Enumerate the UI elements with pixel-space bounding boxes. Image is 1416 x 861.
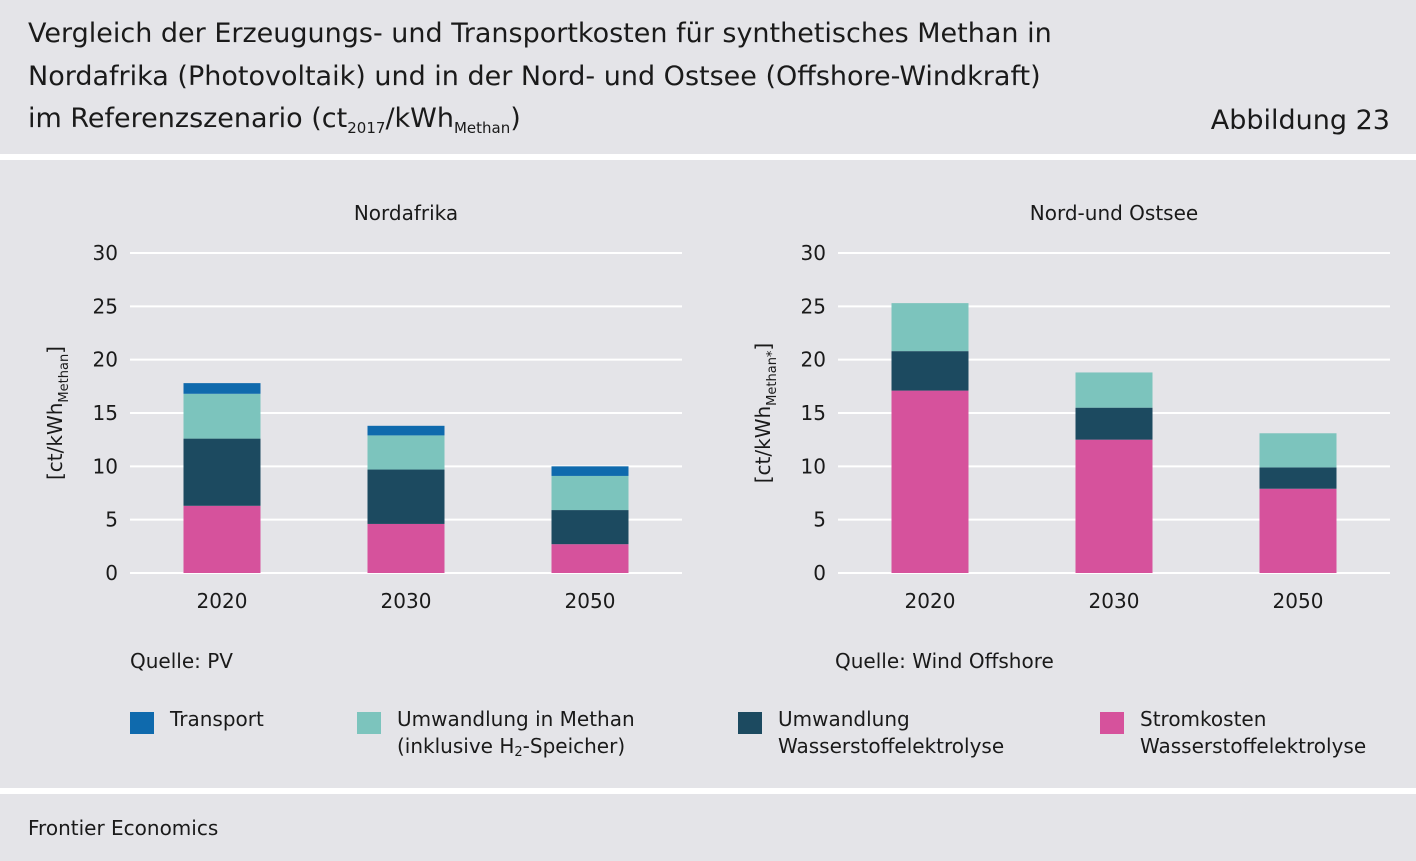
- x-tick-label: 2020: [197, 589, 248, 613]
- chart-nordafrika: Nordafrika 0 5 10 15 20 25 30 [ct/kWhMethan] 2020…: [43, 201, 682, 613]
- y-tick-label: 5: [813, 508, 826, 532]
- bar-segment-1-2-2: [1259, 433, 1337, 468]
- legend-swatch-elektrolyse: [738, 712, 762, 734]
- bar-segment-1-0-1: [891, 351, 969, 391]
- chart-title: Nord-und Ostsee: [1030, 201, 1198, 225]
- bar-segment-1-1-1: [1075, 407, 1153, 440]
- y-tick-label: 15: [801, 401, 826, 425]
- bar-segment-1-0-0: [891, 390, 969, 573]
- footer-panel: Frontier Economics: [0, 794, 1416, 861]
- bar-segment-1-1-0: [1075, 439, 1153, 573]
- chart-nord-ostsee: Nord-und Ostsee 0 5 10 15 20 25 30 [ct/kWhMethan…: [751, 201, 1390, 613]
- y-tick-label: 30: [801, 241, 826, 265]
- title-line-1: Vergleich der Erzeugungs- und Transportk…: [28, 18, 1052, 49]
- legend-label-methan: Umwandlung in Methan (inklusive H2-Speich…: [397, 707, 635, 760]
- y-axis-label: [ct/kWhMethan*]: [751, 343, 780, 484]
- y-axis-label: [ct/kWhMethan]: [43, 346, 72, 480]
- y-tick-label: 20: [801, 348, 826, 372]
- y-tick-label: 25: [93, 294, 118, 318]
- title-line-3: im Referenzszenario (ct2017/kWhMethan): [28, 103, 521, 137]
- footer-source: Frontier Economics: [28, 816, 219, 840]
- legend-label-strom: Stromkosten Wasserstoffelektrolyse: [1140, 707, 1367, 758]
- bar-segment-0-2-2: [551, 475, 629, 511]
- bar-segment-0-2-0: [551, 544, 629, 573]
- bar-segment-0-1-2: [367, 435, 445, 470]
- source-right: Quelle: Wind Offshore: [835, 649, 1054, 673]
- legend-label-elektrolyse: Umwandlung Wasserstoffelektrolyse: [778, 707, 1005, 758]
- bar-segment-0-1-0: [367, 523, 445, 573]
- header-panel: Vergleich der Erzeugungs- und Transportk…: [0, 0, 1416, 154]
- legend-swatch-transport: [130, 712, 154, 734]
- bar-segment-0-1-1: [367, 469, 445, 524]
- source-left: Quelle: PV: [130, 649, 233, 673]
- bar-segment-0-0-1: [183, 438, 261, 506]
- figure-label: Abbildung 23: [1210, 105, 1390, 136]
- bar-segment-1-2-0: [1259, 488, 1337, 573]
- bar-segment-0-0-0: [183, 505, 261, 573]
- x-tick-label: 2030: [1089, 589, 1140, 613]
- bar-segment-0-2-3: [551, 466, 629, 476]
- y-tick-label: 10: [801, 454, 826, 478]
- bar-segment-0-0-3: [183, 383, 261, 394]
- title-line-2: Nordafrika (Photovoltaik) und in der Nor…: [28, 61, 1041, 92]
- bar-segment-0-2-1: [551, 510, 629, 545]
- y-tick-label: 10: [93, 454, 118, 478]
- y-tick-label: 0: [813, 561, 826, 585]
- bar-segment-1-1-2: [1075, 372, 1153, 408]
- y-tick-label: 25: [801, 294, 826, 318]
- x-tick-label: 2020: [905, 589, 956, 613]
- y-tick-label: 0: [105, 561, 118, 585]
- x-tick-label: 2050: [1273, 589, 1324, 613]
- y-tick-label: 20: [93, 348, 118, 372]
- x-tick-label: 2030: [381, 589, 432, 613]
- y-tick-label: 5: [105, 508, 118, 532]
- bar-segment-1-0-2: [891, 303, 969, 352]
- legend-swatch-methan: [357, 712, 381, 734]
- y-tick-label: 15: [93, 401, 118, 425]
- chart-panel: Nordafrika 0 5 10 15 20 25 30 [ct/kWhMethan] 2020…: [0, 160, 1416, 788]
- bar-segment-0-0-2: [183, 393, 261, 439]
- legend-label-transport: Transport: [170, 707, 264, 731]
- bar-segment-0-1-3: [367, 425, 445, 436]
- bar-segment-1-2-1: [1259, 467, 1337, 489]
- x-tick-label: 2050: [565, 589, 616, 613]
- chart-title: Nordafrika: [354, 201, 458, 225]
- y-tick-label: 30: [93, 241, 118, 265]
- legend-swatch-strom: [1100, 712, 1124, 734]
